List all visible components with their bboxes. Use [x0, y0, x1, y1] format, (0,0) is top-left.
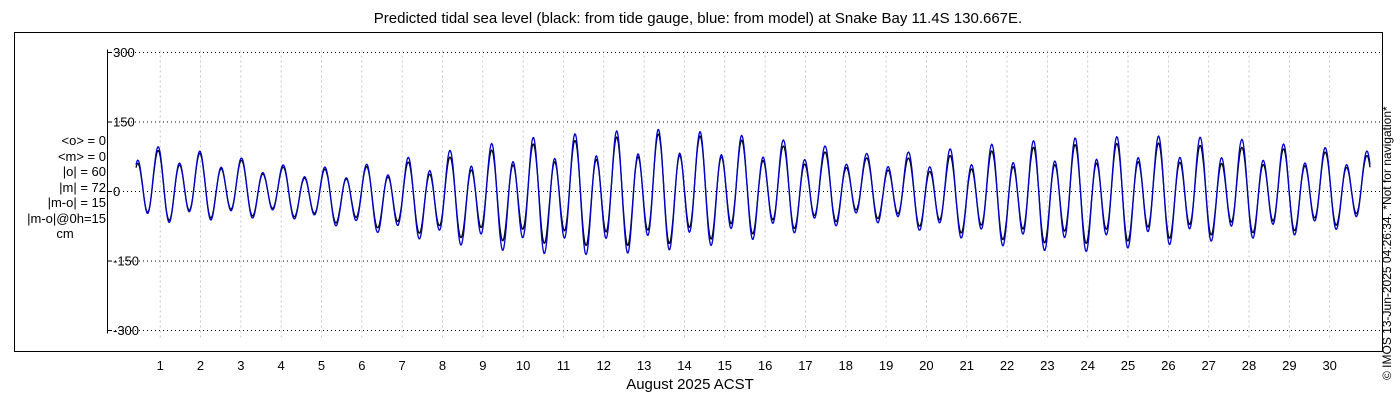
plot-frame: [14, 32, 1383, 352]
y-tick-label: -300: [113, 323, 139, 338]
stat-mean-model: <m> = 0: [57, 148, 106, 164]
x-tick-label: 11: [557, 358, 571, 373]
stat-mean-obs: <o> = 0: [61, 133, 106, 148]
x-tick-label: 17: [798, 358, 812, 373]
x-tick-label: 27: [1201, 358, 1215, 373]
x-tick-label: 20: [919, 358, 933, 373]
x-tick-label: 4: [278, 358, 285, 373]
stat-abs-obs: |o| = 60: [62, 164, 106, 179]
x-tick-label: 25: [1121, 358, 1135, 373]
x-tick-label: 12: [597, 358, 611, 373]
x-tick-label: 8: [439, 358, 446, 373]
x-tick-label: 6: [358, 358, 365, 373]
x-tick-label: 22: [1000, 358, 1014, 373]
x-tick-label: 23: [1040, 358, 1054, 373]
stats-panel: <o> = 0 <m> = 0 |o| = 60 |m| = 72 |m-o| …: [14, 133, 106, 242]
stat-abs-diff-0h: |m-o|@0h=15: [27, 210, 106, 226]
x-tick-label: 2: [197, 358, 204, 373]
x-tick-label: 19: [879, 358, 893, 373]
x-tick-label: 26: [1161, 358, 1175, 373]
x-tick-label: 24: [1080, 358, 1094, 373]
stat-abs-diff: |m-o| = 15: [47, 195, 106, 210]
x-tick-label: 21: [959, 358, 973, 373]
x-axis-label: August 2025 ACST: [626, 376, 754, 393]
y-tick-label: -150: [113, 254, 139, 269]
x-tick-label: 13: [637, 358, 651, 373]
x-tick-label: 18: [839, 358, 853, 373]
series-line-model: [135, 128, 1371, 256]
x-tick-label: 28: [1242, 358, 1256, 373]
x-tick-label: 9: [479, 358, 486, 373]
x-tick-label: 14: [677, 358, 691, 373]
y-tick-label: 0: [113, 184, 120, 199]
chart-title: Predicted tidal sea level (black: from t…: [373, 10, 1023, 27]
stat-abs-model: |m| = 72: [59, 179, 106, 195]
x-tick-label: 1: [157, 358, 164, 373]
x-tick-label: 5: [318, 358, 325, 373]
stat-unit: cm: [56, 226, 74, 241]
copyright-note: © IMOS 13-Jun-2025 04:26:34. *Not for na…: [1380, 106, 1394, 380]
x-tick-label: 7: [399, 358, 406, 373]
x-tick-label: 29: [1282, 358, 1296, 373]
x-tick-label: 10: [516, 358, 530, 373]
x-tick-label: 15: [718, 358, 732, 373]
y-tick-label: 150: [113, 115, 135, 130]
x-tick-label: 3: [237, 358, 244, 373]
x-tick-label: 16: [758, 358, 772, 373]
x-tick-label: 30: [1322, 358, 1336, 373]
y-tick-label: 300: [113, 45, 135, 60]
